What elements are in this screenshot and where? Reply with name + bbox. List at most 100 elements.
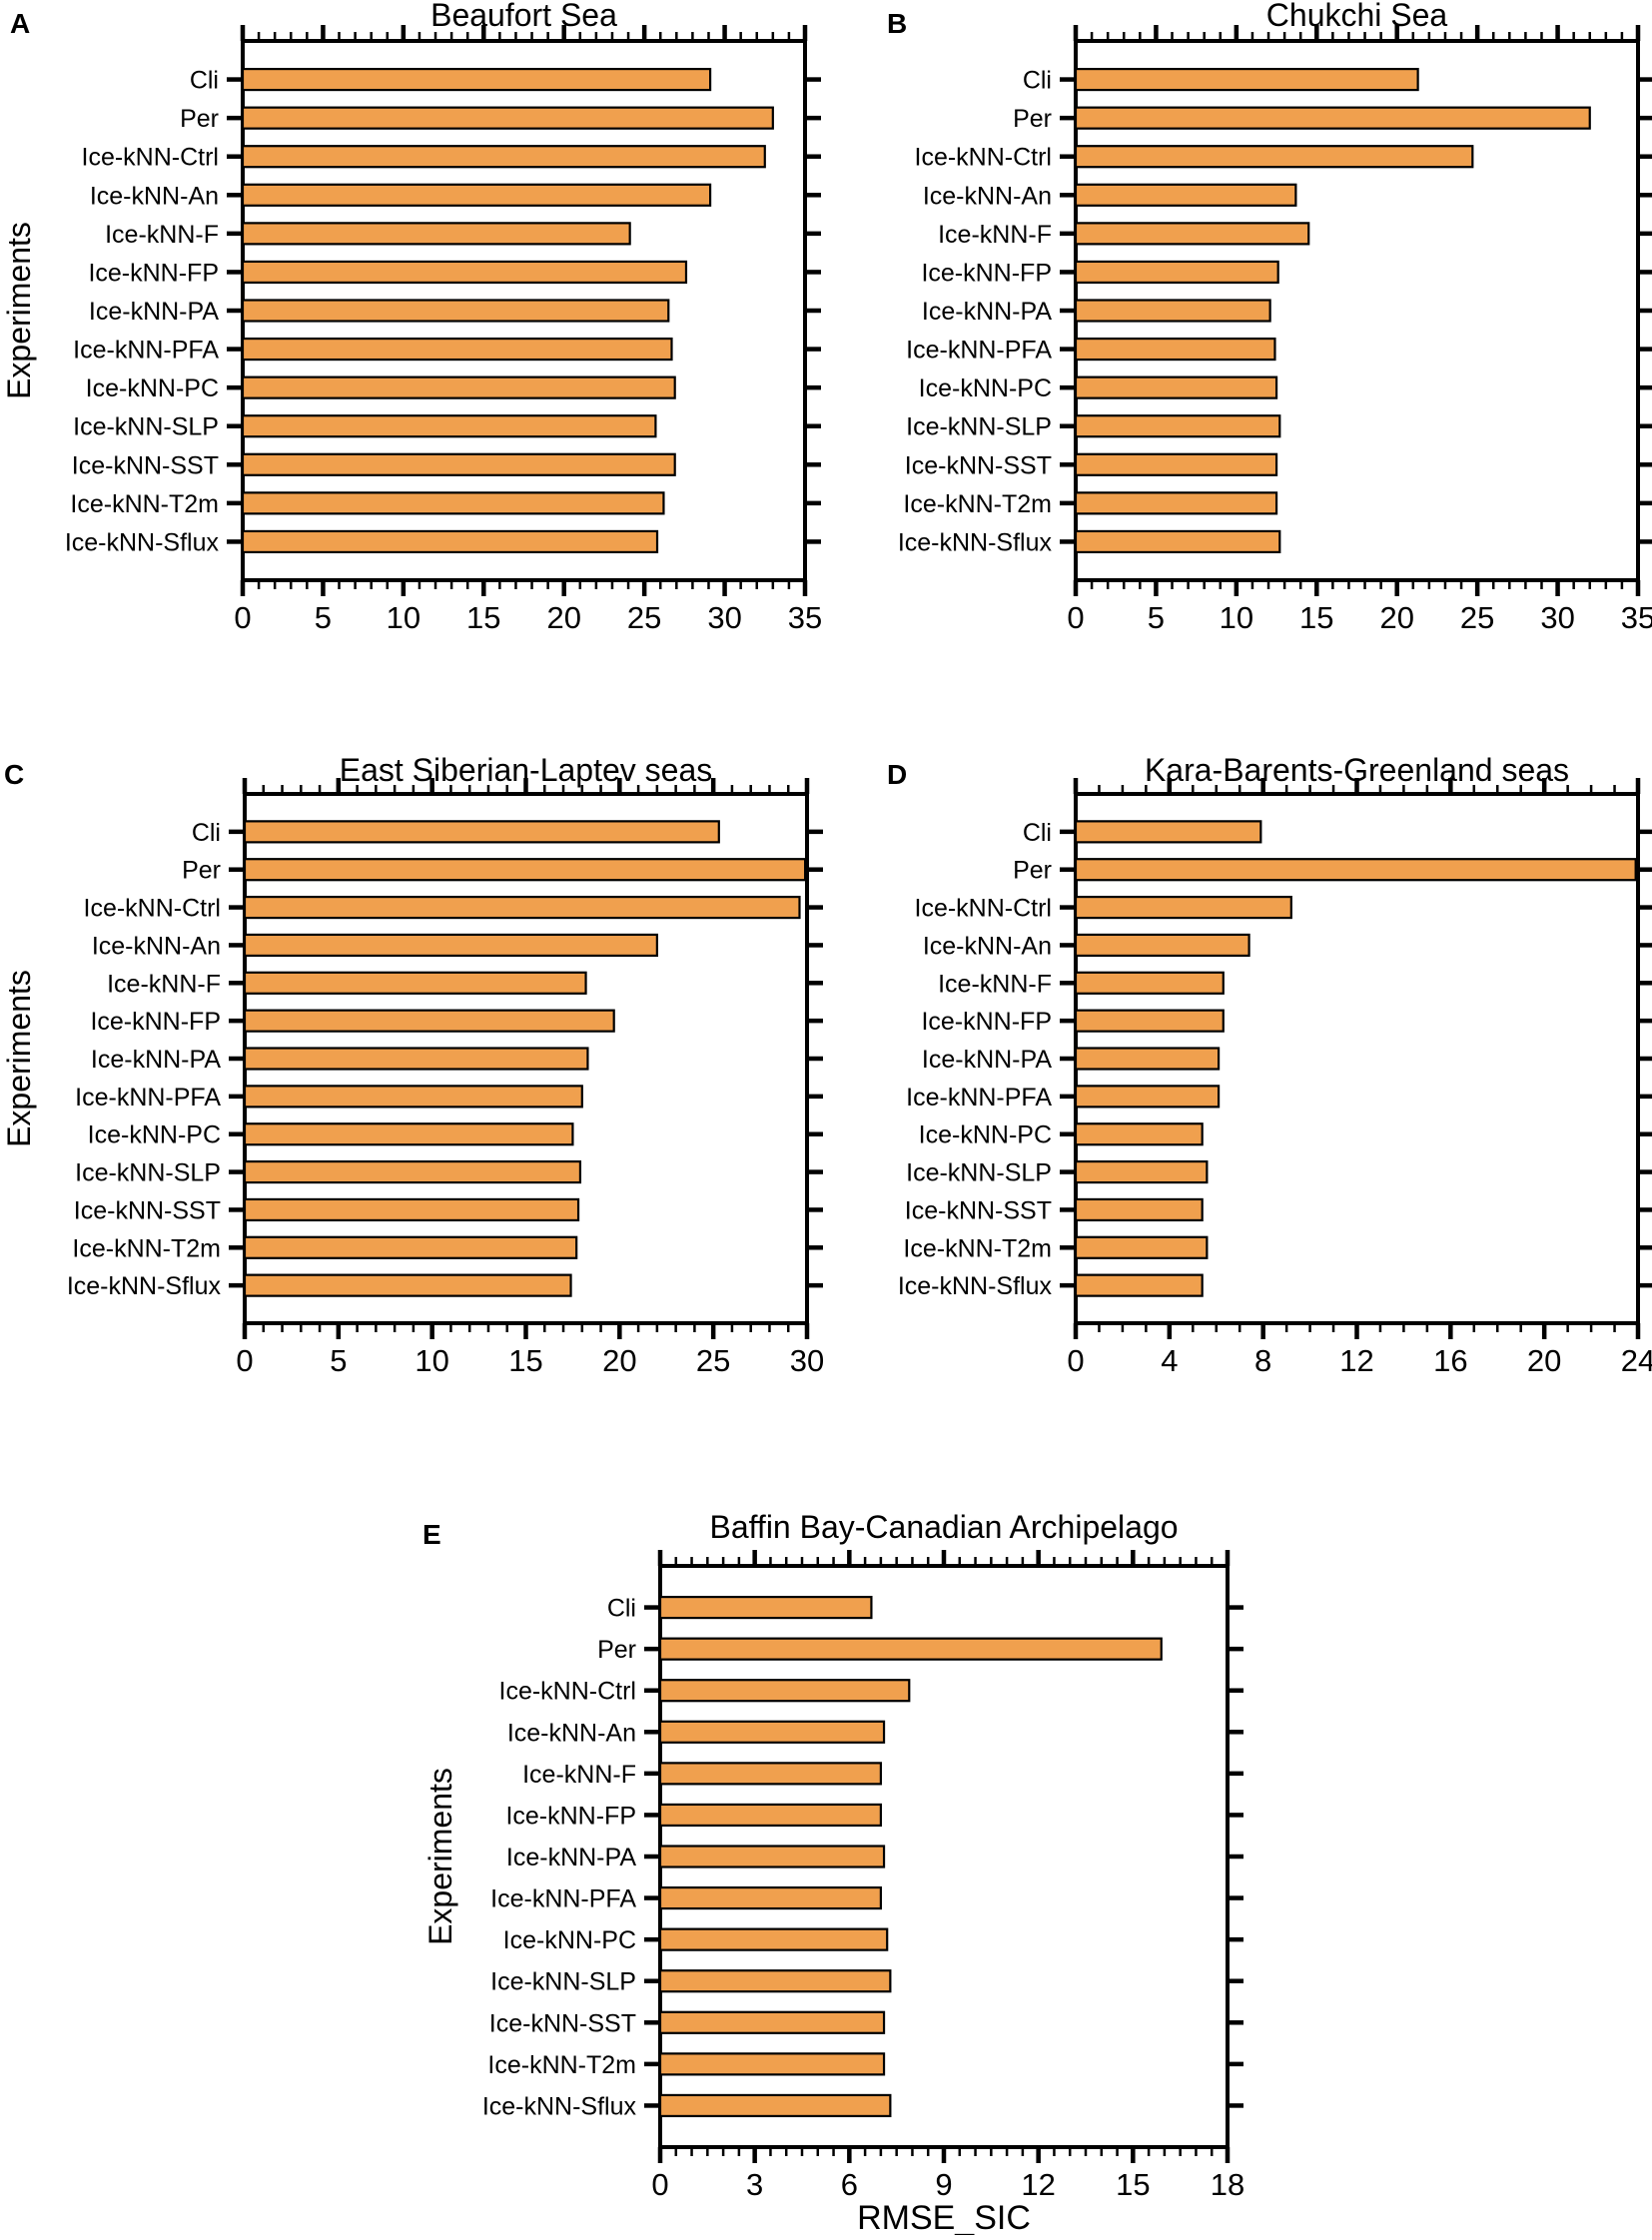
panel-d: 0 4 8 12 16 20 24 Cli Per Ice-kNN-Ctrl Ice-kNN-An I… bbox=[887, 752, 1652, 1378]
category-label: Ice-kNN-F bbox=[522, 1761, 636, 1789]
category-label: Ice-kNN-PA bbox=[506, 1844, 636, 1871]
category-label: Ice-kNN-SLP bbox=[75, 1159, 221, 1187]
category-label: Cli bbox=[190, 67, 219, 95]
category-label: Ice-kNN-Sflux bbox=[65, 528, 220, 556]
bar-ice-knn-f bbox=[1074, 971, 1225, 995]
category-label: Ice-kNN-SLP bbox=[73, 413, 219, 441]
x-tick-label: 12 bbox=[1021, 2167, 1055, 2202]
bar-ice-knn-an bbox=[243, 933, 658, 958]
y-axis-label: Experiments bbox=[1, 970, 37, 1147]
panel-title: Beaufort Sea bbox=[430, 0, 617, 33]
x-tick-label: 24 bbox=[1621, 1343, 1652, 1378]
bar-ice-knn-slp bbox=[241, 414, 657, 438]
category-label: Cli bbox=[1023, 67, 1052, 95]
x-tick-label: 25 bbox=[627, 600, 661, 635]
category-label: Ice-kNN-F bbox=[107, 970, 221, 998]
x-tick-label: 35 bbox=[1621, 600, 1652, 635]
category-label: Ice-kNN-PFA bbox=[75, 1084, 221, 1112]
category-label: Ice-kNN-FP bbox=[921, 259, 1052, 287]
category-label: Ice-kNN-PC bbox=[919, 1121, 1052, 1149]
category-label: Ice-kNN-PFA bbox=[906, 337, 1052, 365]
category-label: Ice-kNN-PC bbox=[88, 1121, 221, 1149]
bar-per bbox=[241, 106, 774, 130]
category-label: Ice-kNN-SLP bbox=[490, 1968, 636, 1996]
bar-ice-knn-ctrl bbox=[243, 895, 801, 920]
bar-ice-knn-sst bbox=[241, 452, 676, 476]
category-label: Ice-kNN-FP bbox=[88, 259, 219, 287]
category-label: Ice-kNN-PA bbox=[922, 298, 1052, 326]
category-label: Ice-kNN-Sflux bbox=[67, 1272, 222, 1300]
bar-ice-knn-fp bbox=[243, 1009, 615, 1033]
category-label: Ice-kNN-SST bbox=[905, 1196, 1052, 1224]
category-label: Ice-kNN-SST bbox=[905, 451, 1052, 479]
x-tick-label: 15 bbox=[466, 600, 500, 635]
bar-cli bbox=[658, 1595, 873, 1620]
bar-ice-knn-sflux bbox=[1074, 529, 1281, 554]
bar-ice-knn-ctrl bbox=[1074, 145, 1474, 169]
x-tick-label: 35 bbox=[788, 600, 822, 635]
category-label: Ice-kNN-PC bbox=[503, 1926, 636, 1954]
x-tick-label: 4 bbox=[1161, 1343, 1178, 1378]
bar-ice-knn-slp bbox=[1074, 414, 1281, 438]
category-label: Ice-kNN-Sflux bbox=[898, 528, 1053, 556]
category-label: Ice-kNN-Ctrl bbox=[82, 144, 220, 172]
bar-ice-knn-sst bbox=[658, 2010, 886, 2034]
category-label: Ice-kNN-Sflux bbox=[482, 2092, 637, 2120]
category-label: Ice-kNN-Sflux bbox=[898, 1272, 1053, 1300]
x-tick-label: 3 bbox=[746, 2167, 763, 2202]
x-tick-label: 0 bbox=[236, 1343, 253, 1378]
panel-c: 0 5 10 15 20 25 30 Cli Per Ice-kNN-Ctrl Ice-kNN-An… bbox=[1, 752, 824, 1378]
bar-ice-knn-t2m bbox=[243, 1235, 578, 1259]
category-label: Per bbox=[182, 857, 221, 885]
category-label: Ice-kNN-PC bbox=[86, 374, 219, 402]
category-label: Ice-kNN-An bbox=[90, 182, 219, 210]
category-label: Ice-kNN-SLP bbox=[906, 1159, 1052, 1187]
bar-ice-knn-an bbox=[1074, 933, 1250, 958]
category-label: Ice-kNN-An bbox=[923, 932, 1052, 960]
bar-ice-knn-sflux bbox=[243, 1273, 572, 1297]
category-label: Ice-kNN-Ctrl bbox=[915, 895, 1053, 923]
category-label: Ice-kNN-FP bbox=[90, 1008, 221, 1036]
bar-ice-knn-sflux bbox=[241, 529, 659, 554]
category-label: Ice-kNN-PFA bbox=[906, 1084, 1052, 1112]
bar-cli bbox=[241, 67, 712, 92]
category-label: Ice-kNN-Ctrl bbox=[499, 1678, 637, 1706]
category-label: Per bbox=[597, 1636, 636, 1664]
bar-ice-knn-f bbox=[1074, 222, 1310, 246]
bar-ice-knn-t2m bbox=[1074, 491, 1278, 515]
bar-ice-knn-f bbox=[243, 971, 587, 995]
panel-title: East Siberian-Laptev seas bbox=[340, 752, 713, 788]
panel-letter: B bbox=[887, 8, 907, 39]
y-axis-label: Experiments bbox=[422, 1768, 458, 1945]
x-tick-label: 20 bbox=[1379, 600, 1413, 635]
bar-ice-knn-pc bbox=[1074, 375, 1278, 399]
category-label: Ice-kNN-FP bbox=[505, 1802, 636, 1830]
category-label: Ice-kNN-T2m bbox=[70, 490, 219, 518]
category-label: Ice-kNN-F bbox=[105, 221, 219, 249]
bar-cli bbox=[1074, 67, 1419, 92]
x-tick-label: 5 bbox=[1148, 600, 1165, 635]
bar-cli bbox=[1074, 820, 1262, 844]
category-label: Ice-kNN-PFA bbox=[490, 1885, 636, 1913]
bar-ice-knn-pa bbox=[658, 1845, 886, 1868]
bar-ice-knn-ctrl bbox=[1074, 895, 1292, 920]
category-label: Ice-kNN-An bbox=[92, 932, 221, 960]
x-tick-label: 15 bbox=[508, 1343, 542, 1378]
x-tick-label: 5 bbox=[315, 600, 332, 635]
x-tick-label: 30 bbox=[1540, 600, 1574, 635]
bar-ice-knn-fp bbox=[1074, 1009, 1225, 1033]
panel-letter: A bbox=[10, 8, 30, 39]
bar-ice-knn-sst bbox=[1074, 1197, 1204, 1222]
category-label: Ice-kNN-PA bbox=[91, 1046, 221, 1074]
category-label: Ice-kNN-F bbox=[938, 970, 1052, 998]
bar-ice-knn-t2m bbox=[241, 491, 665, 515]
category-label: Ice-kNN-FP bbox=[921, 1008, 1052, 1036]
category-label: Ice-kNN-PC bbox=[919, 374, 1052, 402]
panel-title: Kara-Barents-Greenland seas bbox=[1145, 752, 1569, 788]
bar-ice-knn-fp bbox=[658, 1803, 882, 1828]
bar-ice-knn-an bbox=[1074, 183, 1297, 207]
bar-ice-knn-t2m bbox=[1074, 1235, 1209, 1259]
x-tick-label: 8 bbox=[1254, 1343, 1271, 1378]
